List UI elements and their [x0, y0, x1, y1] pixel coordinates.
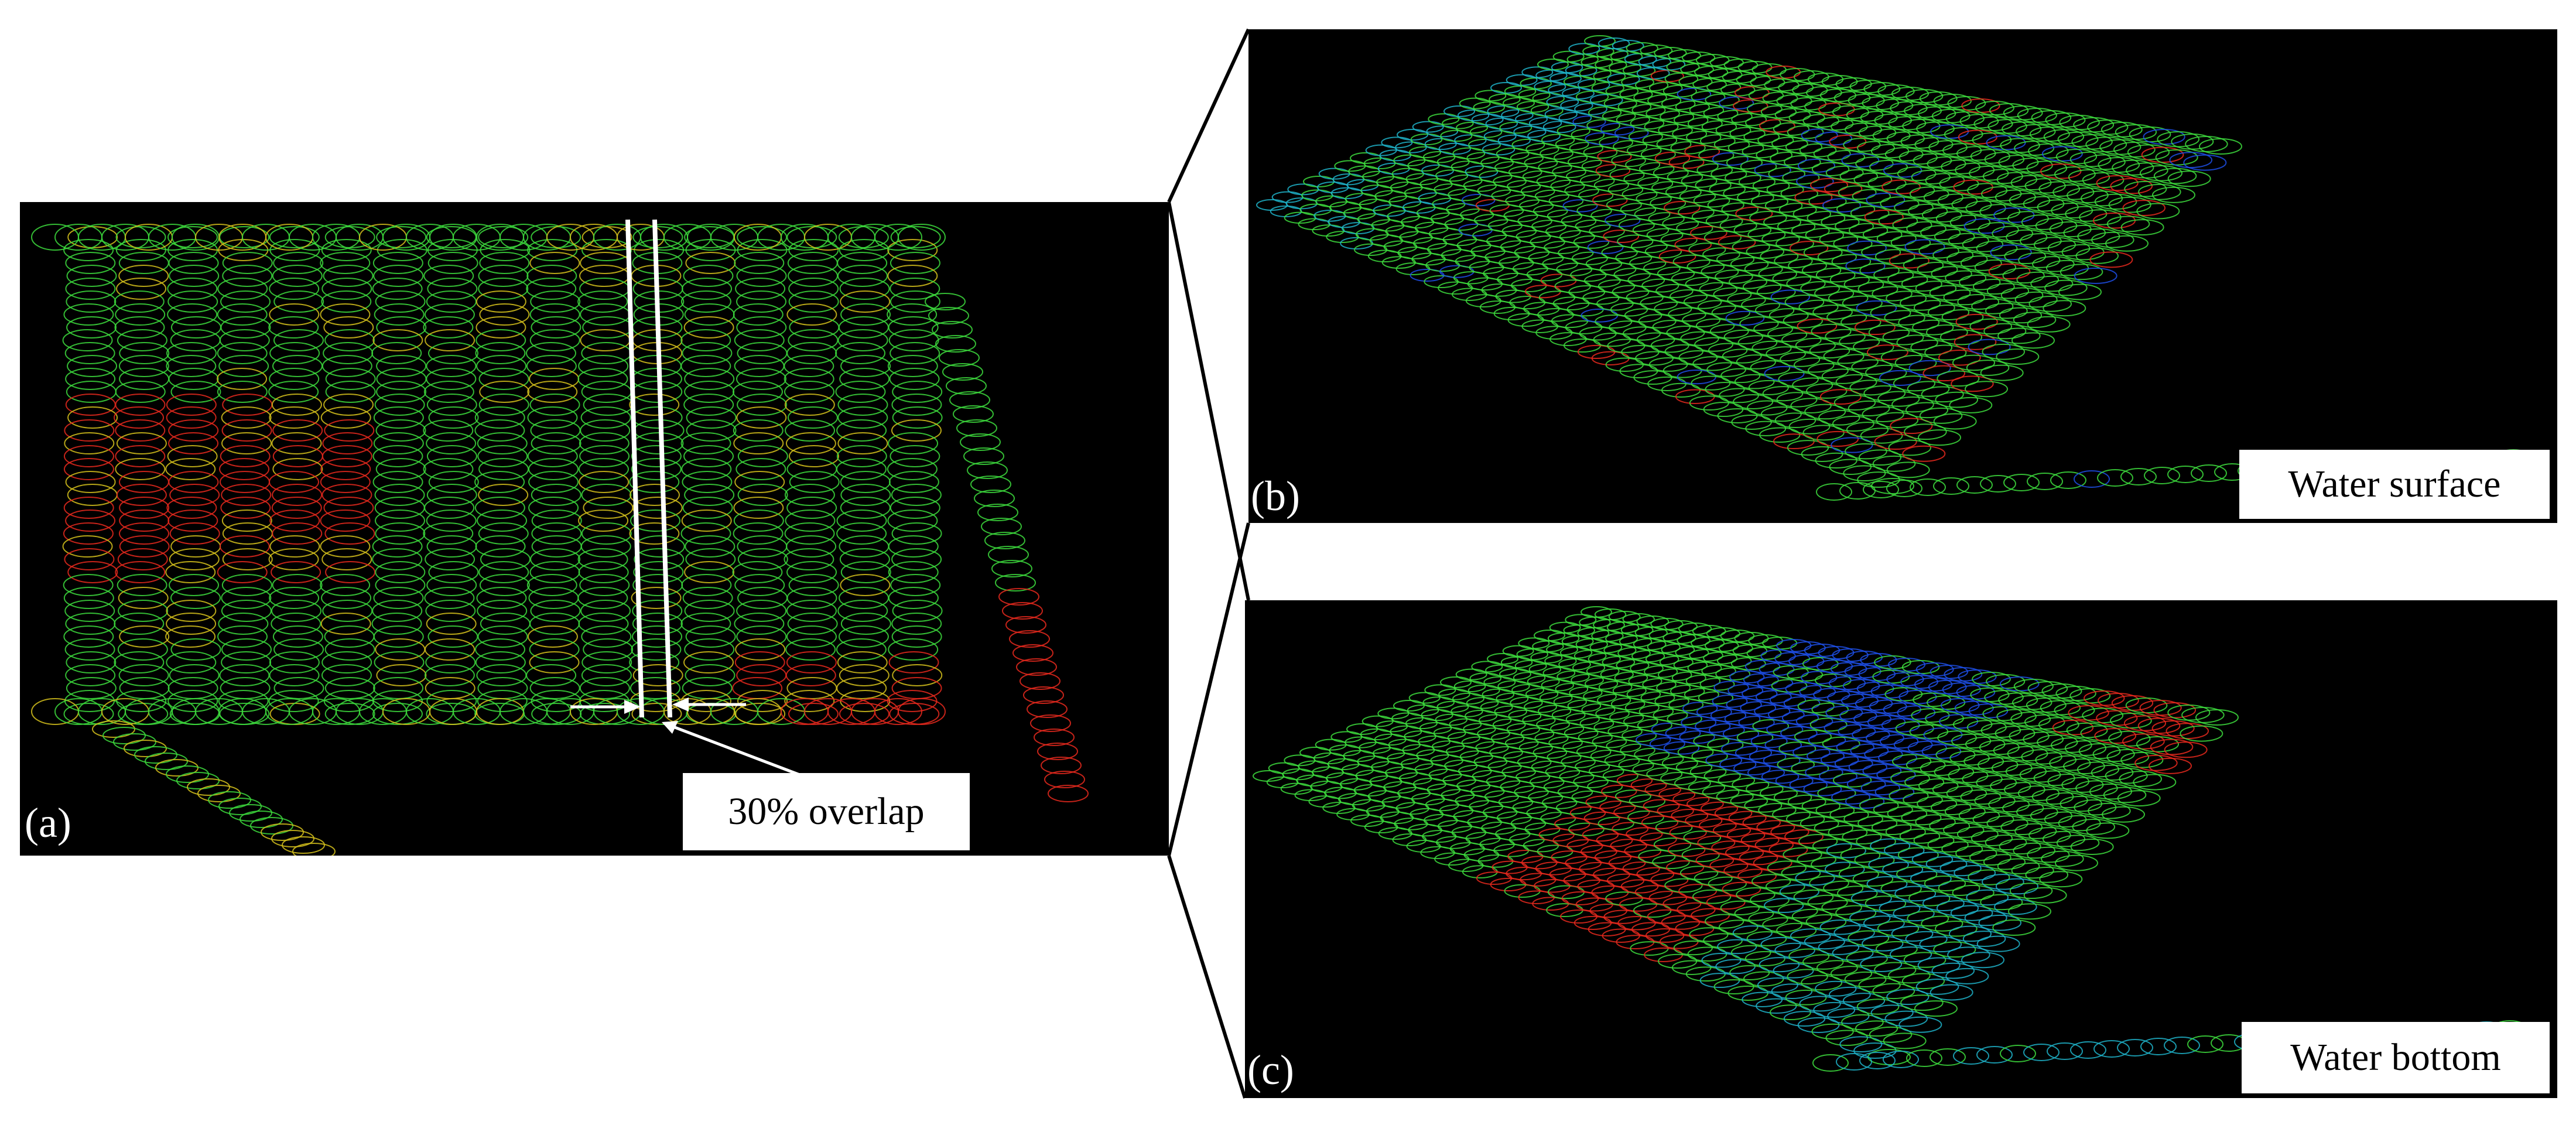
water-bottom-caption: Water bottom	[2242, 1022, 2550, 1093]
overlap-line-right	[652, 219, 672, 718]
water-bottom-caption-text: Water bottom	[2290, 1036, 2501, 1079]
panel-a-point-cloud: (a)	[20, 202, 1169, 856]
panel-c-water-bottom: (c)	[1245, 600, 2557, 1098]
panel-a-label: (a)	[25, 799, 71, 846]
water-surface-caption: Water surface	[2239, 450, 2550, 519]
panel-b-label: (b)	[1251, 473, 1300, 519]
panel-a-scan-rings	[31, 219, 1089, 856]
panel-b-scan-rings	[1256, 35, 2531, 501]
panel-b-water-surface: (b)	[1248, 29, 2557, 523]
panel-c-scan-rings	[1253, 606, 2528, 1072]
panel-c-label: (c)	[1247, 1047, 1294, 1093]
overlap-annotation-text: 30% overlap	[728, 790, 925, 833]
overlap-line-left	[625, 219, 644, 718]
water-surface-caption-text: Water surface	[2288, 463, 2501, 505]
overlap-annotation: 30% overlap	[683, 773, 970, 850]
overlap-pointer	[663, 721, 811, 781]
